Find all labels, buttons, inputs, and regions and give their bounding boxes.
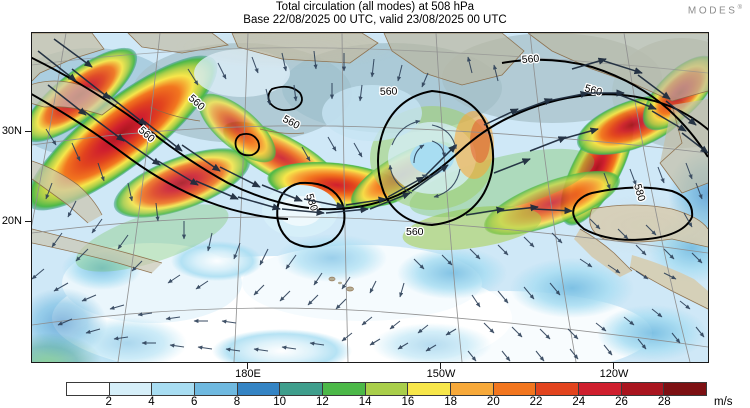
colorbar-swatch bbox=[280, 383, 324, 395]
colorbar-tick: 24 bbox=[572, 396, 586, 408]
lon-tick-150w bbox=[440, 363, 442, 369]
colorbar-swatch bbox=[152, 383, 196, 395]
lon-label-180e: 180E bbox=[235, 368, 261, 380]
modes-logo: MODES® bbox=[688, 5, 742, 16]
colorbar-tick: 2 bbox=[105, 396, 112, 408]
chart-title-line1: Total circulation (all modes) at 508 hPa bbox=[275, 1, 475, 13]
colorbar-swatch bbox=[237, 383, 281, 395]
contour-label-560: 560 bbox=[406, 226, 424, 238]
colorbar-swatch bbox=[408, 383, 452, 395]
map-plot-area: 560 560 560 560 560 560 560 580 580 bbox=[31, 32, 709, 363]
colorbar-tick: 6 bbox=[190, 396, 198, 408]
colorbar-swatch bbox=[67, 383, 110, 395]
colorbar-swatch bbox=[536, 383, 580, 395]
colorbar-tick: 4 bbox=[148, 396, 155, 408]
lat-tick-30n bbox=[25, 131, 31, 133]
colorbar-tick: 28 bbox=[657, 396, 671, 408]
lat-label-20n: 20N bbox=[1, 215, 22, 227]
weather-map: 560 560 560 560 560 560 560 580 580 bbox=[32, 33, 708, 362]
colorbar-tick: 8 bbox=[233, 396, 241, 408]
contour-label-560: 560 bbox=[521, 53, 539, 66]
modes-logo-text: MODES bbox=[687, 5, 738, 17]
colorbar-tick: 10 bbox=[273, 396, 287, 408]
registered-mark: ® bbox=[737, 5, 742, 11]
lon-label-120w: 120W bbox=[599, 368, 629, 380]
colorbar-swatch bbox=[579, 383, 622, 395]
colorbar-tick: 22 bbox=[529, 396, 543, 408]
colorbar-tick: 18 bbox=[444, 396, 457, 408]
lat-label-30n: 30N bbox=[1, 125, 22, 137]
colorbar-unit-label: m/s bbox=[714, 396, 733, 408]
colorbar-swatch bbox=[109, 383, 153, 395]
lon-tick-120w bbox=[613, 363, 615, 369]
chart-title-block: Total circulation (all modes) at 508 hPa… bbox=[0, 1, 750, 27]
colorbar-swatch bbox=[493, 383, 537, 395]
colorbar-tick: 26 bbox=[615, 396, 628, 408]
colorbar-swatch bbox=[195, 383, 238, 395]
colorbar-swatch bbox=[664, 383, 707, 395]
lat-tick-20n bbox=[25, 221, 31, 223]
lon-label-150w: 150W bbox=[426, 368, 456, 380]
colorbar-swatch bbox=[621, 383, 665, 395]
colorbar-swatch bbox=[365, 383, 409, 395]
colorbar-tick: 16 bbox=[401, 396, 415, 408]
colorbar-swatch bbox=[323, 383, 366, 395]
lon-tick-180e bbox=[247, 363, 249, 369]
colorbar-tick: 20 bbox=[486, 396, 500, 408]
colorbar-swatch bbox=[451, 383, 494, 395]
colorbar-tick: 12 bbox=[315, 396, 329, 408]
chart-title-line2: Base 22/08/2025 00 UTC, valid 23/08/2025… bbox=[243, 14, 507, 26]
colorbar bbox=[66, 382, 707, 396]
contour-label-560: 560 bbox=[380, 85, 398, 98]
colorbar-tick: 14 bbox=[358, 396, 372, 408]
